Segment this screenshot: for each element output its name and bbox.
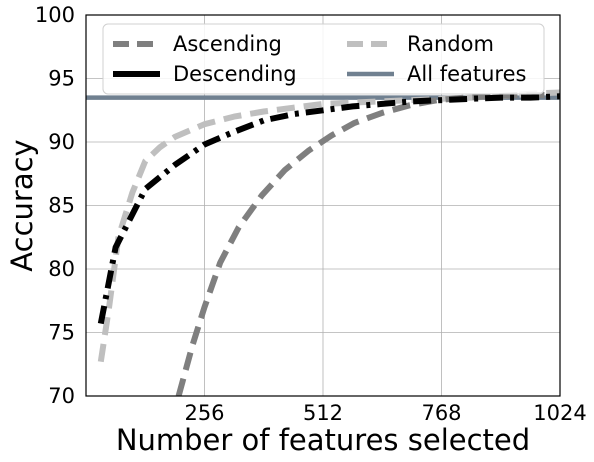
legend-label-random: Random xyxy=(407,32,494,56)
y-tick-label: 90 xyxy=(48,130,75,154)
legend-box xyxy=(102,23,545,95)
legend-label-all-features: All features xyxy=(407,62,526,86)
series-layer xyxy=(86,89,560,396)
y-tick-label: 100 xyxy=(35,3,75,27)
x-tick-label: 256 xyxy=(184,401,224,425)
legend-label-ascending: Ascending xyxy=(173,32,282,56)
y-axis-label: Accuracy xyxy=(5,139,39,271)
y-tick-label: 75 xyxy=(48,321,75,345)
series-line-descending xyxy=(97,93,560,325)
tick-labels: 256 512 768 1024 70 75 80 85 90 95 100 xyxy=(35,3,587,425)
series-line-ascending xyxy=(175,92,549,396)
y-tick-label: 70 xyxy=(48,384,75,408)
y-tick-label: 85 xyxy=(48,194,75,218)
legend-label-descending: Descending xyxy=(173,62,297,86)
plot-frame xyxy=(85,14,561,397)
y-tick-label: 80 xyxy=(48,257,75,281)
y-tick-label: 95 xyxy=(48,67,75,91)
legend: Ascending Descending Random All features xyxy=(102,23,545,95)
series-group xyxy=(86,89,560,396)
x-tick-label: 512 xyxy=(303,401,343,425)
x-tick-label: 1024 xyxy=(533,401,586,425)
x-tick-label: 768 xyxy=(421,401,461,425)
x-axis-label: Number of features selected xyxy=(116,423,530,457)
